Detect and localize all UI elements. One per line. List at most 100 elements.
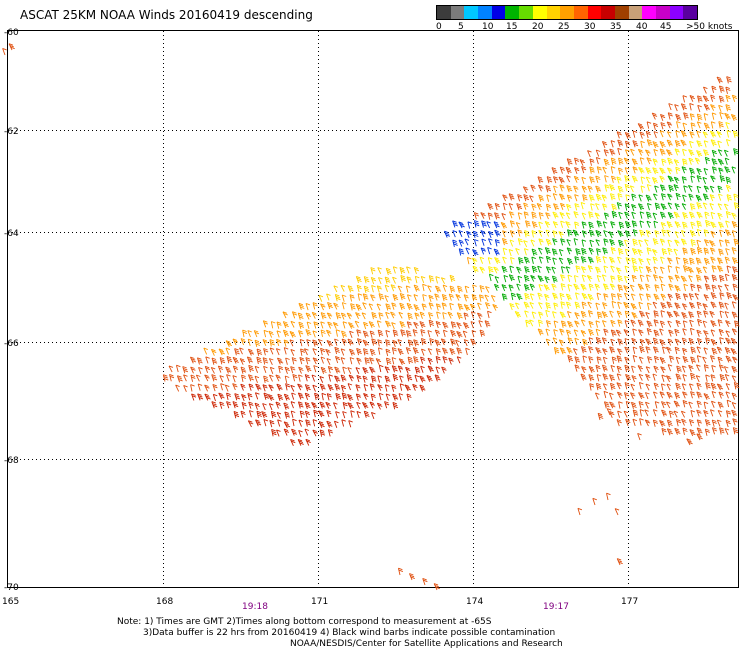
wind-barb [378, 392, 384, 401]
wind-barb [232, 356, 239, 364]
wind-barb [581, 230, 588, 238]
wind-barb [232, 338, 238, 346]
wind-barb [262, 320, 269, 328]
wind-barb [702, 95, 710, 103]
wind-barb [719, 274, 725, 283]
wind-barb [377, 329, 384, 337]
wind-barb [681, 365, 687, 373]
wind-barb [731, 311, 738, 319]
wind-barb [645, 265, 652, 273]
wind-barb [668, 410, 675, 419]
wind-barb [262, 403, 267, 411]
wind-barb [463, 294, 469, 302]
legend-label: >50 knots [686, 22, 733, 32]
wind-barb [538, 194, 545, 202]
wind-barb [725, 320, 731, 327]
legend-label: 25 [558, 22, 570, 32]
wind-barb [667, 211, 674, 219]
wind-barb [731, 301, 737, 309]
wind-barb [595, 185, 602, 193]
wind-barb [674, 328, 680, 337]
wind-barb [654, 202, 661, 210]
wind-barb [190, 374, 196, 382]
wind-barb [225, 340, 233, 348]
wind-barb [414, 366, 421, 374]
wind-barb [195, 374, 201, 382]
wind-barb [719, 229, 724, 237]
wind-barb [673, 159, 680, 166]
wind-barb [726, 194, 733, 202]
legend-swatch [450, 6, 465, 19]
wind-barb [731, 247, 737, 255]
wind-barb [494, 239, 500, 247]
wind-barb [175, 384, 180, 392]
wind-barb [638, 381, 644, 390]
wind-barb [573, 348, 578, 356]
wind-barb [694, 157, 701, 165]
wind-barb [652, 409, 658, 417]
wind-barb [354, 320, 360, 328]
wind-barb [681, 203, 687, 210]
legend-swatch [683, 6, 698, 19]
wind-barb [702, 356, 707, 364]
wind-barb [565, 221, 571, 229]
wind-barb [368, 321, 375, 328]
wind-barb [595, 266, 602, 274]
wind-barb [574, 203, 580, 211]
wind-barb [610, 246, 616, 255]
wind-barb [674, 302, 681, 310]
wind-barb [441, 366, 447, 374]
wind-barb [558, 193, 566, 201]
wind-barb [538, 221, 543, 229]
wind-barb [730, 113, 738, 121]
wind-barb [609, 374, 616, 382]
wind-barb [603, 265, 609, 273]
wind-barb [414, 312, 420, 320]
wind-barb [240, 410, 246, 418]
wind-barb [502, 247, 508, 256]
wind-barb [653, 382, 659, 390]
wind-barb [239, 358, 246, 365]
wind-barb [732, 130, 739, 138]
wind-barb [456, 312, 463, 320]
wind-barb [644, 392, 650, 400]
wind-barb [610, 329, 617, 337]
wind-barb [276, 338, 282, 347]
wind-barb [667, 257, 673, 265]
wind-barb [709, 194, 715, 202]
wind-barb [696, 433, 703, 441]
wind-barb [731, 257, 738, 265]
wind-barb [341, 338, 347, 346]
wind-barb [682, 374, 687, 382]
wind-barb [435, 366, 441, 374]
wind-barb [290, 348, 295, 356]
wind-barb [517, 229, 523, 237]
wind-barb [710, 301, 717, 309]
wind-barb [573, 185, 579, 193]
wind-barb [342, 321, 348, 329]
wind-barb [646, 220, 652, 228]
wind-barb [574, 157, 580, 165]
wind-barb [291, 392, 296, 400]
wind-barb [630, 319, 636, 327]
wind-barb [696, 382, 702, 390]
wind-barb [427, 365, 434, 373]
wind-barb [675, 113, 682, 121]
wind-barb [711, 158, 718, 166]
wind-barb [560, 220, 565, 228]
wind-barb [356, 410, 362, 419]
wind-barb [666, 383, 672, 391]
wind-barb [405, 285, 411, 293]
wind-barb [364, 357, 370, 365]
wind-barb [582, 355, 588, 363]
wind-barb [285, 383, 291, 391]
wind-barb [702, 320, 708, 328]
wind-barb [703, 103, 710, 111]
wind-barb [552, 193, 558, 201]
wind-barb [682, 122, 688, 130]
wind-barb [702, 266, 708, 274]
wind-barb [313, 409, 319, 418]
wind-barb [371, 338, 377, 346]
wind-barb [588, 374, 595, 382]
wind-barb [733, 381, 740, 390]
